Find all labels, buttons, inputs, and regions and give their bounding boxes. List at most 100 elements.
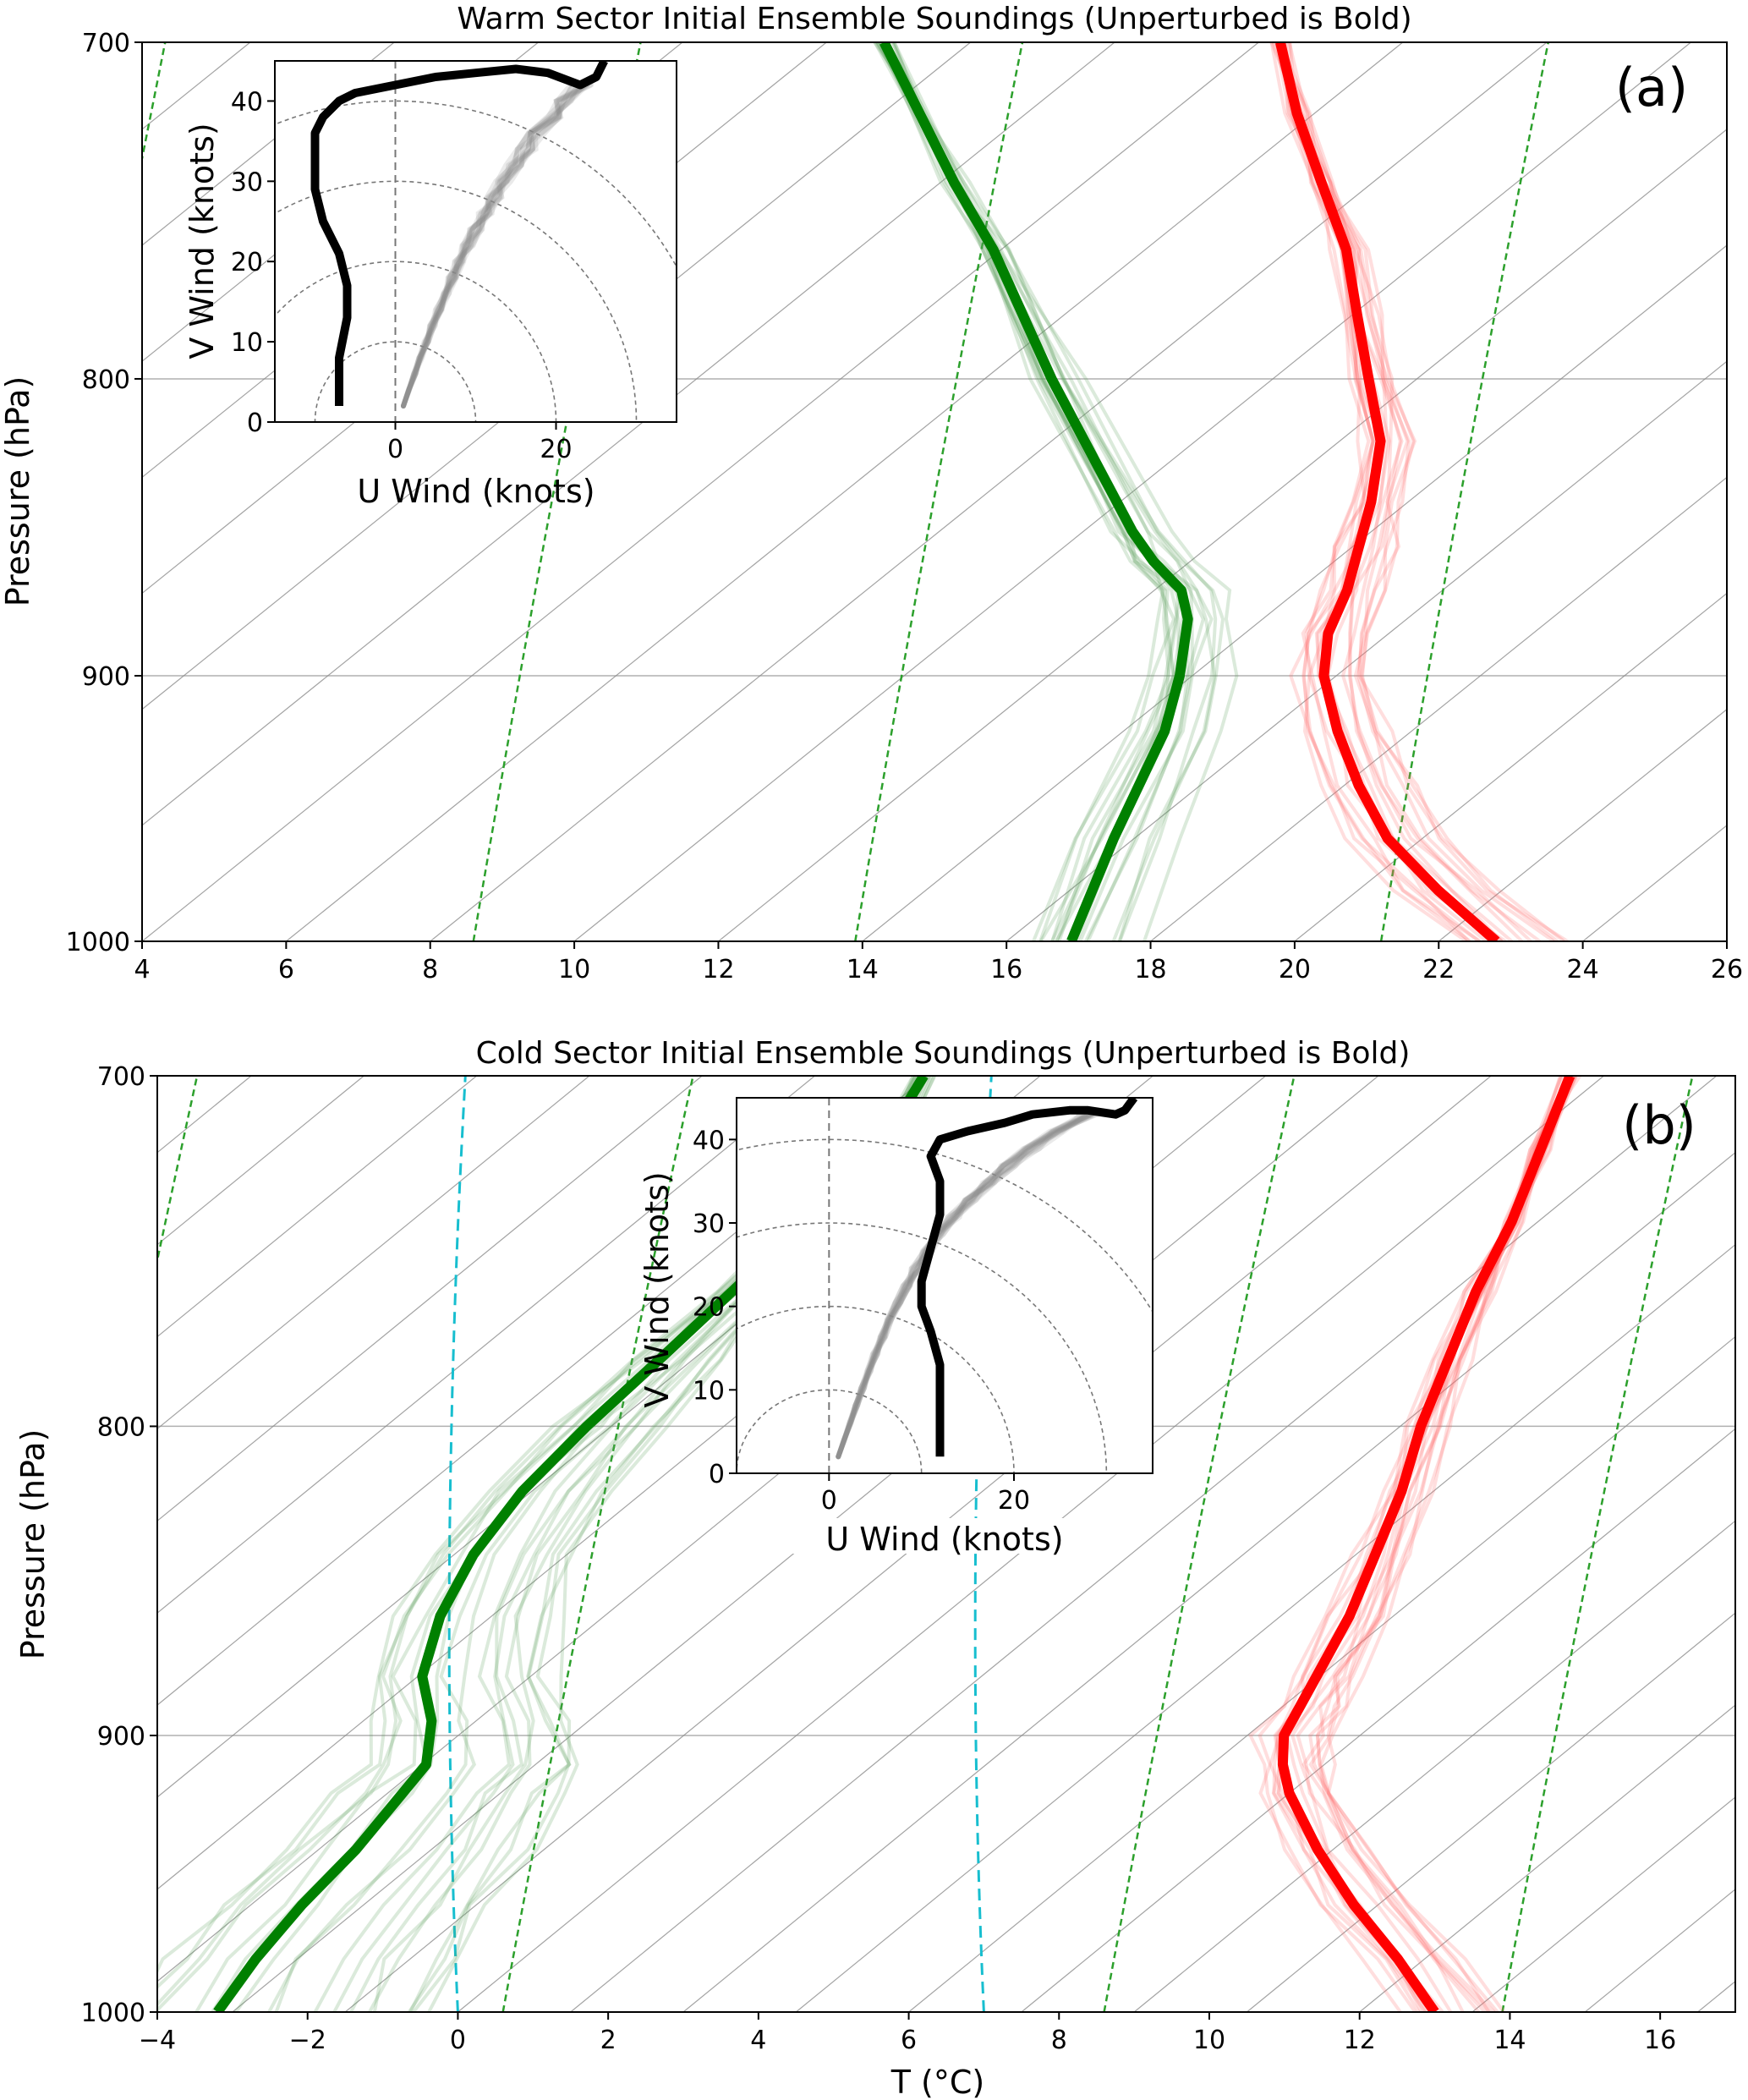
hodograph-ring (275, 260, 557, 422)
dry-adiabat (718, 129, 1727, 941)
hodograph-inset-b: 0 20 0 10 20 30 40 U Wind (knots) V Wind (knot… (638, 1097, 1153, 1558)
y-tick-label: 800 (97, 1412, 145, 1442)
ensemble-hodograph (836, 1111, 1100, 1460)
inset-y-label-a: V Wind (knots) (184, 123, 221, 359)
ensemble-dewpoint-line (881, 42, 1175, 941)
dry-adiabat (142, 42, 1115, 826)
ensemble-dewpoint-line (885, 42, 1218, 941)
ensemble-hodograph (401, 82, 580, 408)
dry-adiabat (1294, 592, 1727, 941)
ensemble-temperature-line (1283, 42, 1569, 941)
plot-frame-a (141, 41, 1728, 942)
ensemble-temperature-line (1319, 1076, 1563, 2012)
dry-adiabat (1150, 476, 1727, 941)
hodograph-ring (737, 1222, 1108, 1473)
inset-y-tick-label: 30 (693, 1209, 725, 1239)
ensemble-dewpoint-line (890, 42, 1165, 941)
y-tick-label: 1000 (66, 928, 130, 957)
inset-y-tick-label: 40 (693, 1126, 725, 1155)
x-tick-label: 4 (134, 955, 150, 984)
ensemble-hodograph (401, 82, 588, 408)
y-tick-label: 700 (97, 1062, 145, 1092)
x-tick-label: 10 (558, 955, 590, 984)
dry-adiabat (1006, 360, 1727, 941)
inset-y-label-b: V Wind (knots) (638, 1171, 676, 1407)
x-tick-label: 0 (450, 2026, 466, 2055)
dry-adiabat (1359, 1704, 1735, 2012)
y-tick-label: 700 (82, 29, 130, 58)
dewpoint-profile-bold (879, 42, 1193, 941)
temperature-profile-bold (1277, 1076, 1575, 2012)
inset-x-tick-label: 20 (998, 1486, 1030, 1516)
ensemble-dewpoint-line (877, 42, 1187, 941)
dry-adiabat (1247, 1612, 1735, 2012)
ensemble-temperature-line (1271, 42, 1555, 941)
x-tick-label: 16 (1644, 2026, 1676, 2055)
dry-adiabat (157, 1076, 703, 1522)
dry-adiabat (573, 42, 1691, 941)
dry-adiabat (908, 1335, 1735, 2012)
ensemble-hodograph (401, 82, 583, 408)
ensemble-hodograph (401, 82, 573, 408)
dry-adiabat (1582, 825, 1727, 941)
panel-label-a: (a) (1615, 57, 1688, 118)
moist-adiabat (1501, 1076, 1694, 2012)
x-axis-label-b: T (°C) (890, 2064, 984, 2100)
hodograph-bold (310, 61, 608, 406)
ensemble-hodograph (401, 82, 576, 408)
chart-title-a: Warm Sector Initial Ensemble Soundings (… (457, 2, 1411, 36)
inset-x-label-b: U Wind (knots) (825, 1521, 1063, 1558)
dry-adiabat (682, 1151, 1735, 2012)
ensemble-hodograph (401, 82, 590, 408)
ensemble-hodograph (401, 82, 594, 408)
dry-adiabat (862, 244, 1727, 941)
ensemble-hodograph (401, 82, 590, 408)
ensemble-temperature-line (1275, 42, 1488, 941)
x-tick-label: 24 (1567, 955, 1599, 984)
chart-title-b: Cold Sector Initial Ensemble Soundings (… (476, 1036, 1411, 1071)
y-tick-label: 900 (97, 1722, 145, 1752)
moist-adiabat (1103, 1076, 1296, 2012)
ensemble-hodograph (401, 82, 589, 408)
dry-adiabat (795, 1243, 1735, 2012)
ensemble-hodograph (836, 1111, 1089, 1460)
inset-x-tick-label: 0 (387, 435, 403, 464)
dry-adiabat (1726, 940, 1727, 941)
x-tick-label: 16 (990, 955, 1022, 984)
inset-y-tick-label: 0 (709, 1460, 725, 1489)
inset-x-label-a: U Wind (knots) (357, 473, 595, 510)
panel-b: Cold Sector Initial Ensemble Soundings (… (14, 1036, 1736, 2100)
inset-y-tick-label: 40 (231, 87, 263, 117)
dry-adiabat (1584, 1889, 1735, 2012)
ensemble-temperature-line (1269, 42, 1471, 941)
x-tick-label: 22 (1422, 955, 1455, 984)
ensemble-hodograph (836, 1111, 1093, 1460)
ensemble-temperature-line (1269, 42, 1482, 941)
dry-adiabat (1471, 1796, 1735, 2012)
ensemble-dewpoint-line (873, 42, 1214, 941)
ensemble-temperature-line (1326, 1076, 1573, 2012)
ensemble-dewpoint-line (873, 42, 1225, 941)
plot-frame-b (156, 1075, 1736, 2013)
ensemble-hodograph (836, 1111, 1095, 1460)
ensemble-hodograph (836, 1111, 1093, 1460)
inset-x-tick-label: 0 (821, 1486, 837, 1516)
ensemble-hodograph (401, 82, 588, 408)
panel-label-b: (b) (1622, 1094, 1696, 1156)
dry-adiabat (157, 1076, 364, 1246)
ensemble-hodograph (401, 82, 575, 408)
ensemble-temperature-line (1279, 42, 1541, 941)
ensemble-dewpoint-line (875, 42, 1217, 941)
x-tick-label: 8 (1051, 2026, 1067, 2055)
x-tick-label: 6 (901, 2026, 917, 2055)
x-tick-label: 10 (1193, 2026, 1225, 2055)
ensemble-hodograph (401, 82, 587, 408)
inset-x-tick-label: 20 (540, 435, 572, 464)
ensemble-hodograph (836, 1111, 1098, 1460)
ensemble-hodograph (836, 1111, 1083, 1460)
x-tick-label: 20 (1279, 955, 1311, 984)
ensemble-temperature-line (1316, 1076, 1574, 2012)
dry-adiabat (1133, 1520, 1735, 2012)
inset-y-tick-label: 10 (231, 328, 263, 358)
ensemble-hodograph (836, 1111, 1093, 1460)
